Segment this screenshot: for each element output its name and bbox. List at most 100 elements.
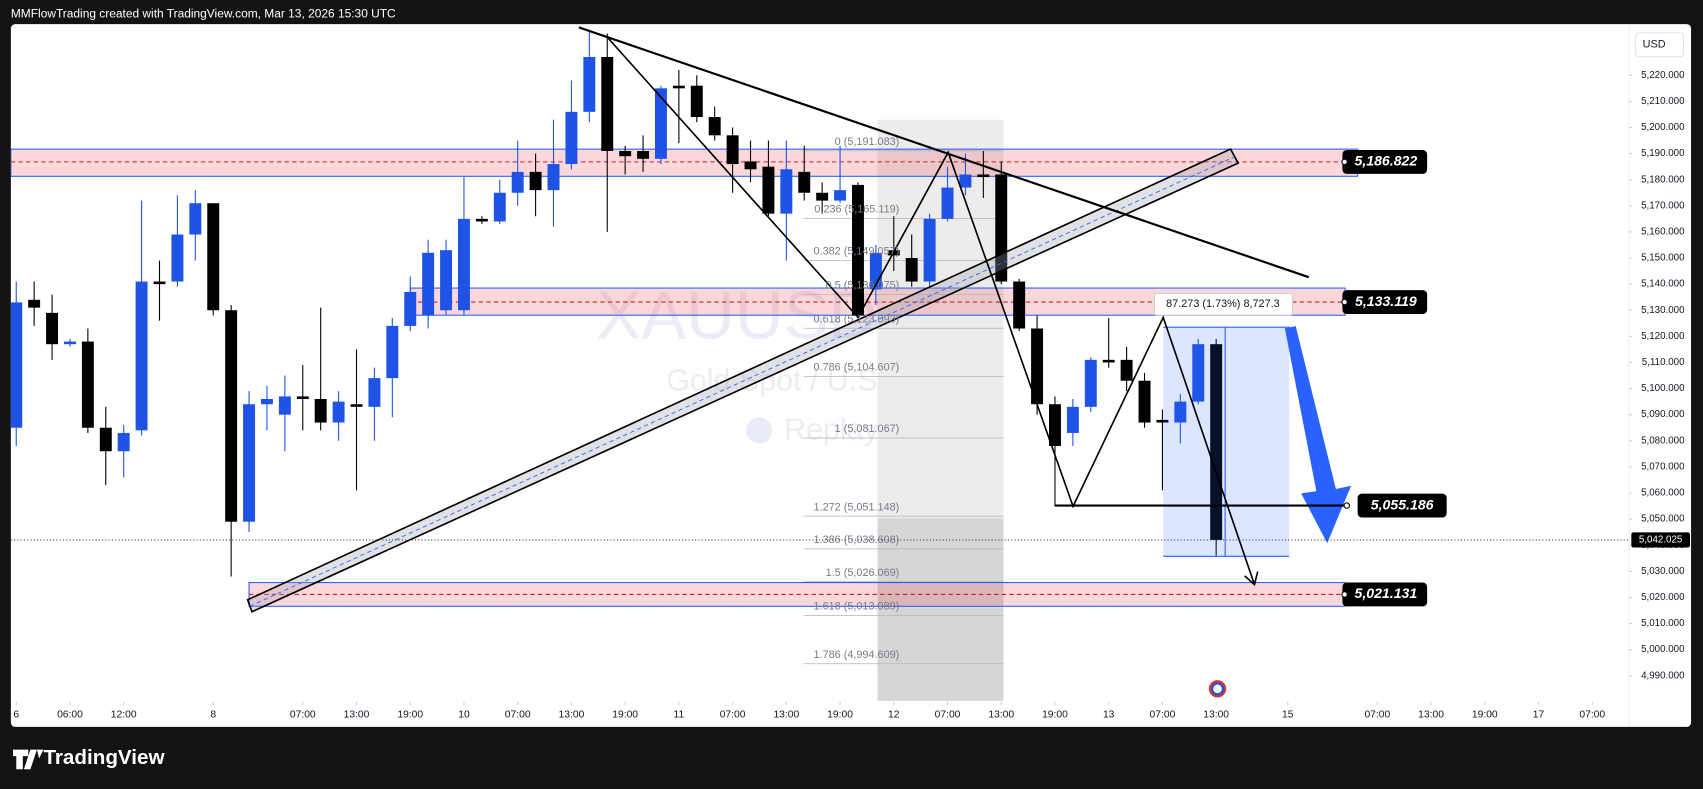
- candle-body: [851, 184, 864, 316]
- candle-body: [637, 150, 650, 159]
- candle-body: [1210, 344, 1223, 540]
- y-tick-label: 5,170.000: [1641, 200, 1685, 211]
- candle-body: [744, 161, 757, 170]
- candle-body: [46, 312, 59, 345]
- candle-body: [1156, 419, 1169, 423]
- y-tick-label: 5,000.000: [1641, 644, 1685, 655]
- channel-mid: [249, 156, 1236, 607]
- fib-label: 1.786 (4,994.609): [814, 649, 900, 661]
- candle-body: [762, 166, 775, 214]
- currency: USD: [1643, 39, 1666, 51]
- candle-body: [225, 310, 238, 522]
- level-label-box: [1342, 582, 1428, 607]
- candle-body: [511, 171, 524, 193]
- fib-label: 1 (5,081.067): [835, 423, 900, 435]
- level-label: 5,021.131: [1354, 585, 1417, 601]
- y-tick-label: 5,190.000: [1641, 148, 1685, 159]
- y-tick-label: 5,020.000: [1641, 592, 1685, 603]
- x-tick-label: 11: [674, 710, 685, 721]
- x-tick-label: 15: [1282, 710, 1294, 721]
- candle-body: [619, 150, 632, 157]
- y-tick-label: 5,100.000: [1641, 383, 1685, 394]
- candle-body: [959, 174, 972, 188]
- candle-body: [475, 218, 488, 222]
- candle-body: [869, 252, 882, 290]
- candle-body: [296, 396, 309, 400]
- measure-label: 87.273 (1.73%) 8,727.3: [1166, 298, 1280, 310]
- x-tick-label: 07:00: [1579, 710, 1605, 721]
- y-tick-label: 5,060.000: [1641, 488, 1685, 499]
- candle-body: [798, 171, 811, 193]
- candle-body: [10, 302, 23, 428]
- level-label-box: [1342, 149, 1428, 174]
- y-tick-label: 5,030.000: [1641, 566, 1685, 577]
- candle-body: [1138, 380, 1151, 423]
- y-tick-label: 5,070.000: [1641, 461, 1685, 472]
- x-tick-label: 12: [888, 710, 900, 721]
- candle-body: [457, 218, 470, 311]
- candle-body: [780, 169, 793, 214]
- candle-body: [135, 281, 148, 431]
- candle-body: [63, 341, 76, 345]
- candle-body: [278, 396, 291, 415]
- x-tick-label: 19:00: [397, 710, 423, 721]
- candle-body: [1048, 404, 1061, 447]
- x-tick-label: 12:00: [111, 710, 137, 721]
- y-tick-label: 4,990.000: [1641, 670, 1685, 681]
- currency-box: [1635, 32, 1684, 58]
- candle-body: [243, 404, 256, 522]
- candle-body: [547, 164, 560, 191]
- candle-body: [189, 203, 202, 235]
- level-label-box: [1342, 290, 1428, 315]
- replay-icon: [746, 417, 773, 444]
- candle-body: [153, 281, 166, 285]
- candle-body: [314, 399, 327, 423]
- candle-body: [81, 341, 94, 428]
- x-tick-label: 19:00: [612, 710, 638, 721]
- event-icon: [1210, 682, 1225, 696]
- zone: [10, 148, 1359, 177]
- fib-label: 1.386 (5,038.608): [814, 534, 900, 546]
- fib-label: 0.382 (5,149.057): [814, 246, 900, 258]
- candle-body: [1174, 401, 1187, 423]
- candle-body: [1013, 281, 1026, 329]
- fib-label: 0.618 (5,123.093): [814, 313, 900, 325]
- candle-body: [117, 432, 130, 452]
- drawings: 87.273 (1.73%) 8,727.3 USD: [246, 26, 1684, 698]
- candle-body: [28, 299, 41, 308]
- candle-body: [977, 174, 990, 178]
- fib-label: 1.618 (5,013.089): [814, 601, 900, 613]
- zigzag: [607, 37, 1256, 585]
- x-tick-label: 13:00: [559, 710, 585, 721]
- measure-box: [1153, 292, 1293, 316]
- hline-label-box: [1357, 493, 1447, 518]
- y-tick-label: 5,180.000: [1641, 174, 1685, 185]
- replay-label: Replay: [784, 412, 879, 446]
- x-tick-label: 07:00: [1150, 710, 1176, 721]
- fib-label: 0.786 (5,104.607): [814, 362, 900, 374]
- candle-body: [834, 190, 847, 201]
- x-tick-label: 8: [210, 710, 216, 721]
- x-tick-label: 13:00: [988, 710, 1014, 721]
- y-tick-label: 5,220.000: [1641, 70, 1685, 81]
- fib-label: 1.272 (5,051.148): [814, 501, 900, 513]
- header-text: MMFlowTrading created with TradingView.c…: [11, 7, 396, 21]
- x-tick-label: 13: [1103, 710, 1115, 721]
- candle-body: [440, 250, 453, 311]
- fib-label: 0.236 (5,165.119): [814, 204, 899, 216]
- candle-body: [726, 135, 739, 165]
- candle-body: [1031, 328, 1044, 405]
- y-tick-label: 5,150.000: [1641, 253, 1685, 264]
- x-tick-label: 19:00: [1472, 710, 1498, 721]
- y-tick-label: 5,080.000: [1641, 435, 1685, 446]
- fib-label: 0 (5,191.083): [835, 136, 900, 148]
- y-tick-label: 5,210.000: [1641, 96, 1685, 107]
- brand: TradingView: [43, 746, 165, 769]
- candle-body: [529, 171, 542, 191]
- candle-body: [941, 187, 954, 219]
- candle-body: [1084, 359, 1097, 407]
- candle-body: [1066, 406, 1079, 433]
- candle-body: [493, 192, 506, 222]
- plot: [10, 30, 1359, 665]
